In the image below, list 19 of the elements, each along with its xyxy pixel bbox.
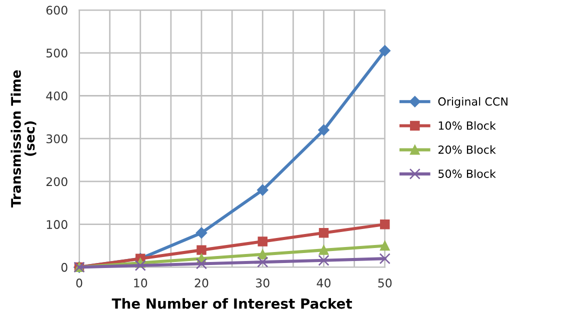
y-axis-title: Transmission Time (sec) [10,70,36,208]
y-tick-label: 400 [46,91,68,100]
y-tick-label: 600 [46,6,68,15]
y-tick-label: 200 [46,177,68,186]
x-tick-label: 20 [194,278,208,288]
x-tick-label: 40 [316,278,330,288]
x-tick-label: 50 [378,278,392,288]
legend-label: 10% Block [438,121,496,130]
x-tick-label: 30 [256,278,270,288]
y-tick-label: 300 [46,134,68,144]
legend-label: 20% Block [438,145,496,154]
x-axis-title: The Number of Interest Packet [112,298,352,309]
legend-label: 50% Block [438,169,496,178]
x-tick-label: 0 [76,278,82,288]
legend-label: Original CCN [438,97,508,108]
y-tick-label: 100 [46,220,68,229]
x-tick-label: 10 [134,278,148,288]
y-tick-label: 500 [46,48,68,58]
y-tick-label: 0 [61,262,68,272]
